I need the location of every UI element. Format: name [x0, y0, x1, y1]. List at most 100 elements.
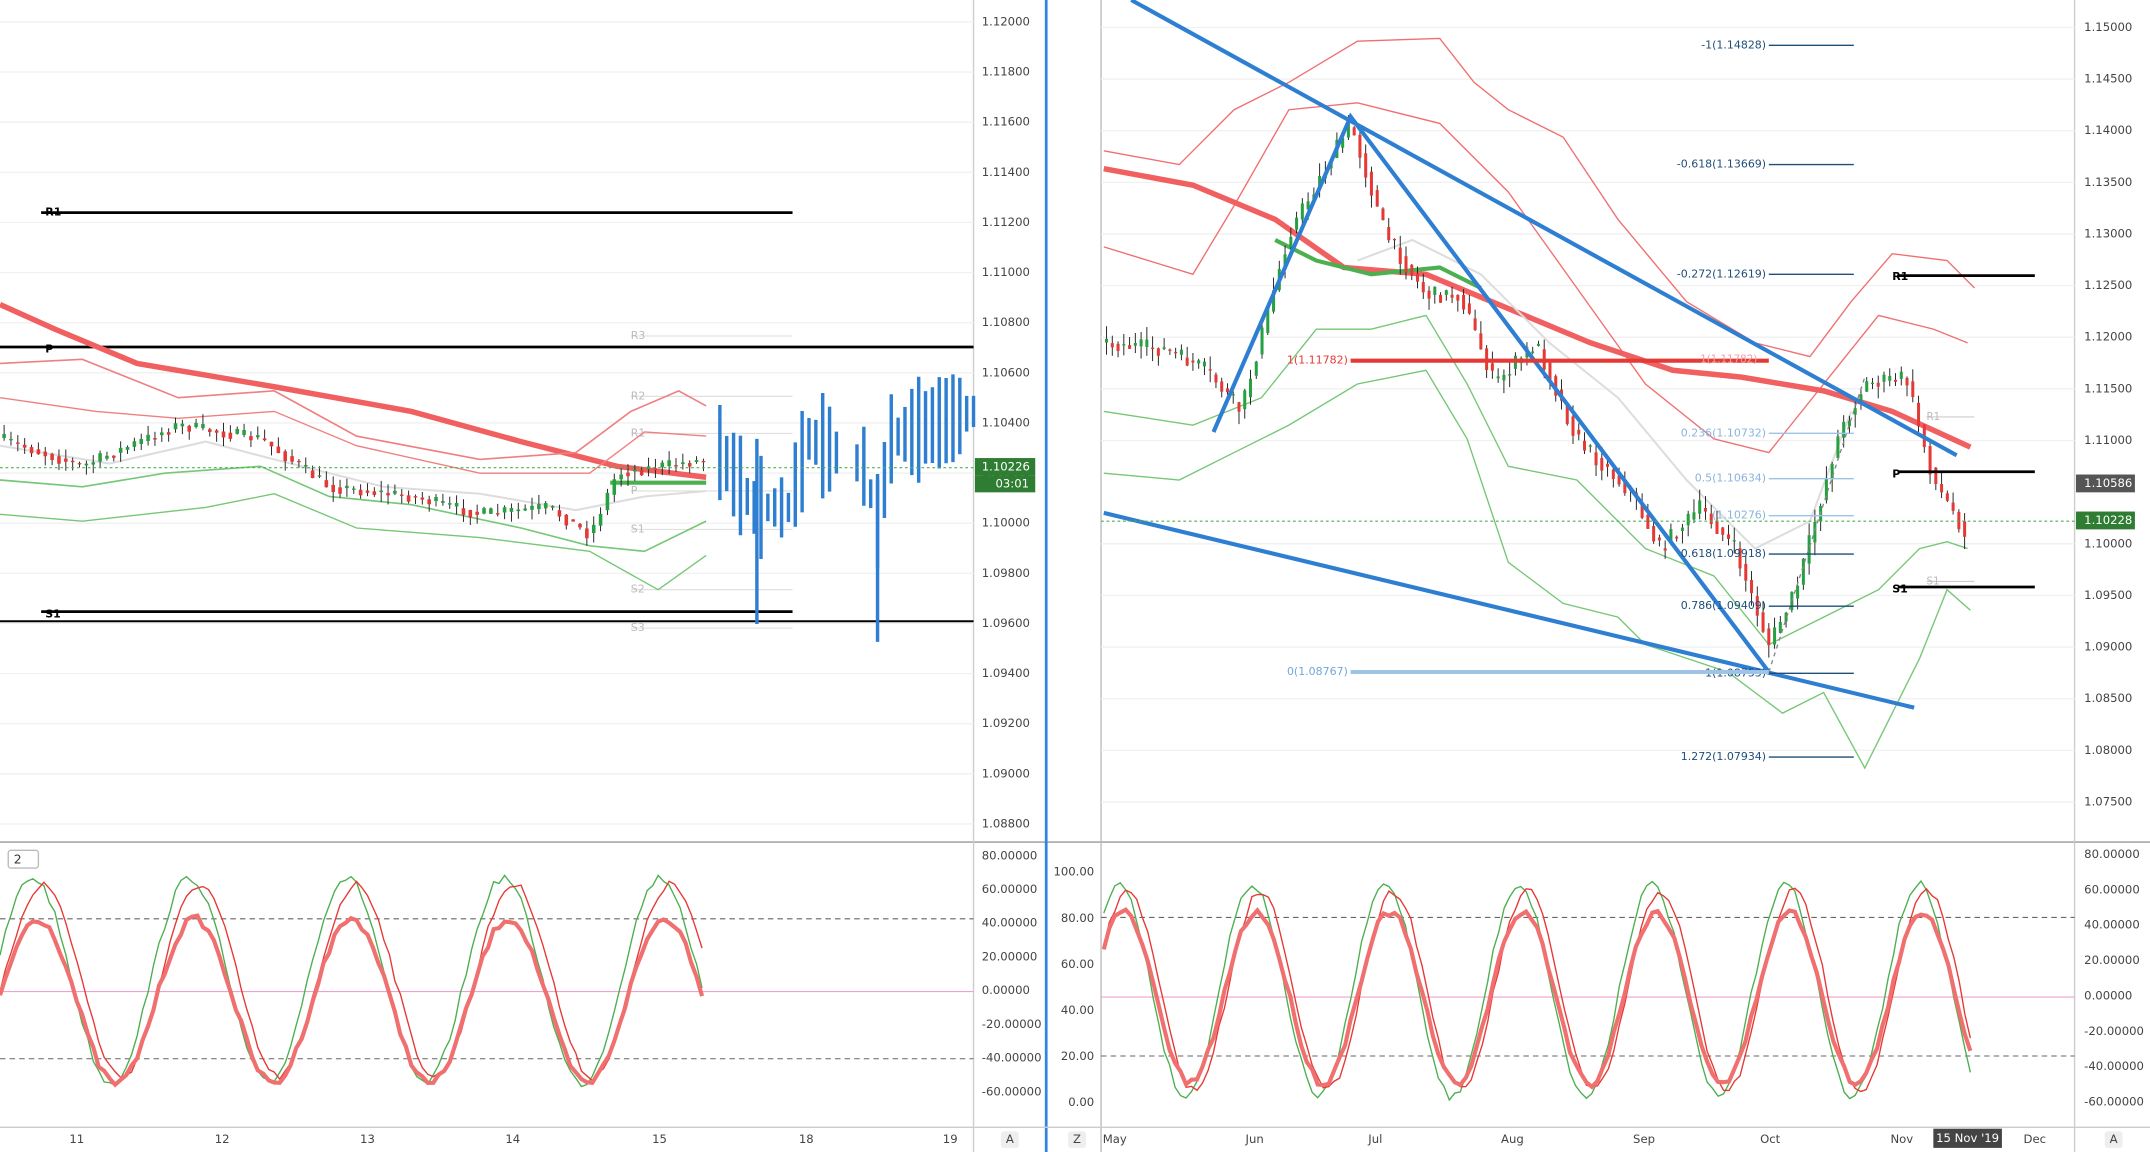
- candle-body: [1197, 360, 1201, 364]
- candle-body: [1145, 339, 1149, 348]
- candle-body: [208, 429, 212, 433]
- candle-body: [1750, 580, 1754, 594]
- candle-body: [564, 514, 569, 526]
- candle-body: [441, 500, 445, 503]
- candle-body: [667, 460, 671, 467]
- candle-body: [1623, 481, 1627, 494]
- candle-body: [125, 447, 130, 450]
- candle-body: [1421, 282, 1425, 293]
- osc-tick-right: 0.00000: [2084, 988, 2132, 1002]
- candle-body: [1231, 394, 1235, 396]
- candle-body: [1151, 347, 1155, 350]
- osc-tick-left: 100.00: [1053, 865, 1094, 879]
- candle-body: [345, 485, 349, 489]
- date-tick: 12: [215, 1132, 230, 1146]
- scale-button[interactable]: A: [1006, 1132, 1014, 1146]
- candle-body: [317, 475, 322, 477]
- lower-band2: [0, 493, 707, 591]
- candle-body: [1709, 513, 1713, 525]
- candle-body: [681, 462, 685, 465]
- faint-pivot-label: R1: [1926, 411, 1940, 423]
- candle-body: [1600, 458, 1604, 471]
- osc-badge: 2: [14, 852, 22, 866]
- mid-band: [0, 440, 707, 512]
- fib-label: 0.236(1.10732): [1681, 426, 1766, 439]
- candle-body: [1490, 363, 1494, 371]
- candle-body: [166, 432, 171, 435]
- mid-band: [1357, 238, 1853, 550]
- pivot-label: S1: [1892, 583, 1908, 596]
- candle-body: [1847, 420, 1851, 427]
- candle-body: [242, 429, 246, 435]
- candle-body: [303, 465, 308, 467]
- candle-body: [16, 442, 20, 444]
- month-tick: Nov: [1890, 1132, 1913, 1146]
- price-tick: 1.11000: [2084, 433, 2132, 447]
- faint-pivot-label: R1: [631, 426, 646, 439]
- candle-body: [1640, 503, 1644, 518]
- candle-body: [187, 425, 192, 432]
- upper-band: [1103, 37, 1975, 358]
- osc-tick: 0.00000: [982, 983, 1030, 997]
- candle-body: [1191, 360, 1195, 363]
- countdown: 03:01: [995, 477, 1029, 491]
- month-tick: Sep: [1633, 1132, 1655, 1146]
- projection-dash: [1768, 376, 1866, 673]
- candle-body: [1427, 290, 1431, 299]
- candle-body: [1617, 475, 1621, 485]
- candle-body: [1168, 349, 1172, 351]
- candle-body: [1306, 201, 1310, 210]
- candle-body: [585, 528, 589, 539]
- price-tick: 1.11800: [982, 65, 1030, 79]
- candle-body: [543, 503, 548, 509]
- price-tick: 1.09200: [982, 716, 1030, 730]
- osc-tick-right: -20.00000: [2084, 1024, 2144, 1038]
- candle-body: [1116, 343, 1120, 351]
- candle-body: [112, 455, 116, 458]
- candle-body: [290, 456, 294, 462]
- date-tick: 18: [799, 1132, 814, 1146]
- osc-tick-right: -40.00000: [2084, 1059, 2144, 1073]
- candle-body: [36, 449, 41, 455]
- candle-body: [1773, 627, 1777, 645]
- candle-body: [1934, 467, 1938, 484]
- scale-button[interactable]: A: [2110, 1132, 2118, 1146]
- price-tick: 1.09800: [982, 566, 1030, 580]
- candle-body: [118, 447, 123, 453]
- candle-body: [1295, 217, 1299, 230]
- month-tick: Dec: [2024, 1132, 2047, 1146]
- fib-label: 0.5(1.10634): [1695, 472, 1766, 485]
- candle-body: [1945, 493, 1949, 501]
- candle-body: [1657, 537, 1661, 541]
- candle-body: [1289, 236, 1293, 248]
- candle-body: [77, 463, 82, 465]
- price-tick: 1.15000: [2084, 20, 2132, 34]
- candle-body: [468, 510, 473, 518]
- candle-body: [694, 460, 699, 462]
- candle-body: [1865, 381, 1869, 392]
- candle-body: [1807, 535, 1811, 564]
- price-tick: 1.13000: [2084, 226, 2132, 240]
- fib-label: 0.786(1.09409): [1681, 599, 1766, 612]
- candle-body: [1536, 343, 1540, 346]
- candle-body: [1767, 628, 1771, 646]
- candle-body: [1375, 190, 1379, 207]
- candle-body: [516, 509, 521, 512]
- candle-body: [393, 490, 397, 494]
- osc-tick-left: 0.00: [1068, 1095, 1094, 1109]
- price-tick: 1.10000: [982, 516, 1030, 530]
- candle-body: [591, 524, 596, 534]
- osc-tick: 80.00000: [982, 848, 1038, 862]
- candle-body: [660, 462, 665, 468]
- candle-body: [1565, 403, 1569, 424]
- price-badge: [974, 458, 1036, 476]
- osc-tick-left: 80.00: [1061, 911, 1094, 925]
- candle-body: [324, 480, 329, 488]
- osc-tick-right: 40.00000: [2084, 918, 2140, 932]
- ma-green: [1274, 238, 1482, 290]
- price-tick: 1.09000: [2084, 640, 2132, 654]
- candle-body: [1496, 376, 1500, 379]
- zoom-button[interactable]: Z: [1073, 1132, 1081, 1146]
- ma-thick: [1103, 165, 1972, 450]
- osc-slow: [0, 880, 703, 1082]
